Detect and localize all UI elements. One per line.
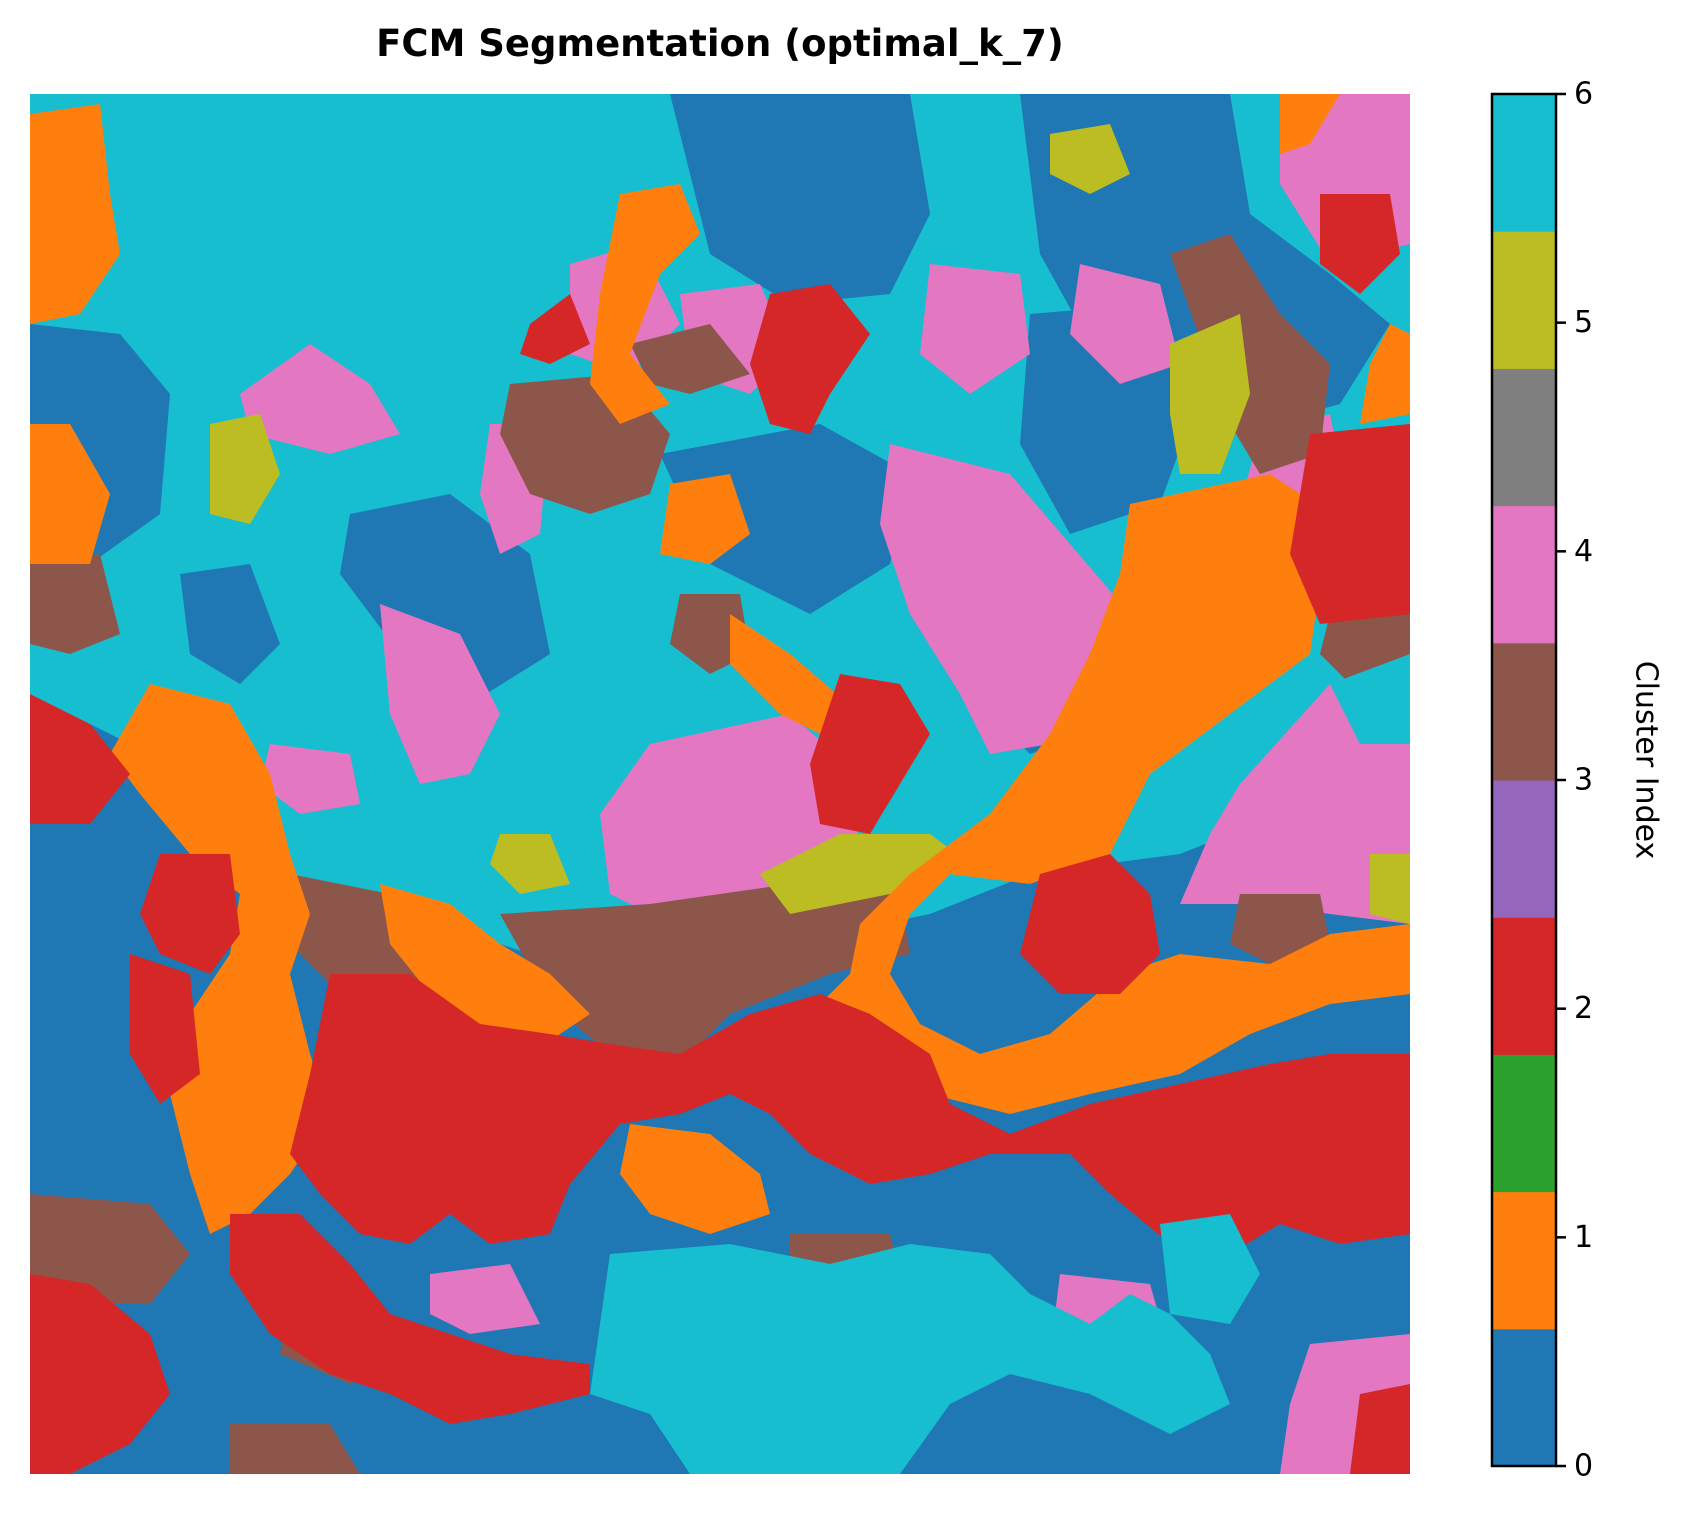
colorbar-segment <box>1492 780 1556 918</box>
cluster-region <box>30 104 120 324</box>
cluster-region <box>620 1124 770 1234</box>
cluster-region <box>230 1424 360 1474</box>
cluster-region <box>380 884 590 1054</box>
colorbar-tick-label: 4 <box>1574 534 1593 569</box>
cluster-region <box>520 294 590 364</box>
cluster-region <box>1020 854 1160 994</box>
cluster-region <box>810 474 1410 1114</box>
cluster-region <box>1350 1384 1410 1474</box>
colorbar-tick-label: 2 <box>1574 991 1593 1026</box>
colorbar-segment <box>1492 1054 1556 1193</box>
cluster-region <box>1070 264 1180 384</box>
cluster-region <box>590 1244 1230 1474</box>
cluster-region <box>380 604 500 784</box>
colorbar-segment <box>1492 642 1556 781</box>
cluster-region <box>1170 234 1330 474</box>
cluster-region <box>660 424 910 614</box>
cluster-region <box>490 834 570 894</box>
cluster-region <box>630 324 750 394</box>
colorbar-segment <box>1492 1191 1556 1330</box>
colorbar: 0 1 2 3 4 5 6 <box>1490 77 1593 1484</box>
cluster-region <box>1160 1214 1260 1324</box>
cluster-region <box>1320 614 1410 684</box>
cluster-region <box>1170 314 1250 474</box>
cluster-region <box>880 444 1130 754</box>
cluster-region <box>760 834 970 914</box>
cluster-region <box>660 474 750 564</box>
cluster-region <box>500 884 910 1074</box>
cluster-region <box>210 414 280 524</box>
cluster-region <box>670 94 930 304</box>
colorbar-tick-label: 6 <box>1574 77 1593 112</box>
cluster-region <box>810 674 930 834</box>
cluster-region <box>290 974 1410 1254</box>
cluster-region <box>1050 124 1130 194</box>
cluster-region <box>30 554 120 654</box>
cluster-region <box>920 264 1030 394</box>
colorbar-segment <box>1492 1328 1556 1467</box>
cluster-region <box>1290 424 1410 624</box>
colorbar-tick-label: 1 <box>1574 1220 1593 1255</box>
segmentation-map <box>30 94 1410 1474</box>
cluster-region <box>260 744 360 814</box>
cluster-region <box>110 684 330 1234</box>
colorbar-tick-label: 0 <box>1574 1449 1593 1484</box>
cluster-region <box>30 1274 170 1474</box>
cluster-region <box>1360 324 1410 424</box>
cluster-region <box>1320 194 1400 294</box>
cluster-region <box>240 344 400 454</box>
colorbar-segment <box>1492 368 1556 507</box>
cluster-region <box>30 424 110 564</box>
colorbar-segment <box>1492 231 1556 369</box>
cluster-region <box>30 694 130 824</box>
colorbar-tick-label: 3 <box>1574 763 1593 798</box>
chart-title: FCM Segmentation (optimal_k_7) <box>376 22 1064 65</box>
cluster-region <box>750 284 870 434</box>
cluster-region <box>430 1264 540 1334</box>
cluster-region <box>30 1194 190 1304</box>
colorbar-label: Cluster Index <box>1628 660 1664 860</box>
cluster-region <box>130 954 200 1104</box>
cluster-region <box>1280 94 1340 154</box>
colorbar-segment <box>1492 917 1556 1055</box>
cluster-region <box>590 184 700 424</box>
colorbar-segment <box>1492 505 1556 644</box>
cluster-region <box>230 1214 590 1424</box>
cluster-region <box>180 564 280 684</box>
colorbar-segment <box>1492 94 1556 232</box>
cluster-region <box>1330 654 1410 744</box>
colorbar-tick-label: 5 <box>1574 305 1593 340</box>
cluster-region <box>1370 854 1410 924</box>
cluster-region <box>140 854 240 974</box>
